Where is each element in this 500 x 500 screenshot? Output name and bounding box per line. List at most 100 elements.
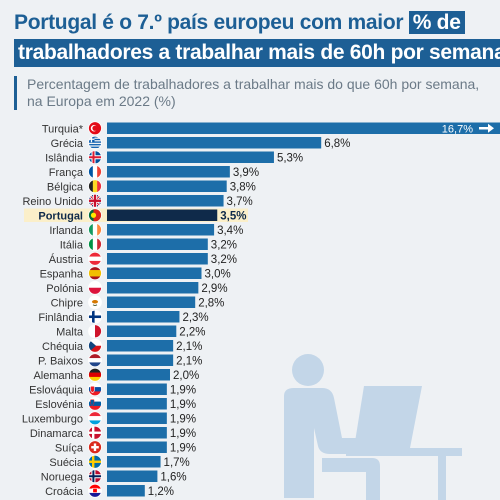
bar <box>107 296 196 308</box>
category-label: Irlanda <box>49 225 84 237</box>
flag-denmark-icon <box>88 426 102 440</box>
title-text: Portugal é o 7.º país europeu com maior <box>14 11 409 34</box>
flag-norway-icon <box>88 469 102 483</box>
flag-slovenia-icon <box>88 397 102 411</box>
flag-poland-icon <box>88 281 102 295</box>
flag-spain-icon <box>88 266 102 280</box>
data-label: 1,2% <box>148 486 174 498</box>
flag-iceland-icon <box>88 150 102 164</box>
bar <box>107 238 208 250</box>
bar <box>107 311 180 323</box>
flag-ireland-icon <box>88 223 102 237</box>
flag-cyprus-icon <box>88 295 102 309</box>
category-label: Dinamarca <box>30 428 84 440</box>
bar <box>107 441 167 453</box>
flag-uk-icon <box>88 194 102 208</box>
flag-finland-icon <box>88 310 102 324</box>
flag-germany-icon <box>88 368 102 382</box>
bar <box>107 209 218 221</box>
flag-switzerland-icon <box>88 440 102 454</box>
data-label: 3,9% <box>233 167 259 179</box>
category-label: Chipre <box>51 297 83 309</box>
data-label: 3,4% <box>217 225 243 237</box>
category-label: Bélgica <box>47 181 84 193</box>
flag-greece-icon <box>88 136 102 148</box>
data-label: 2,0% <box>173 370 199 382</box>
category-label: P. Baixos <box>38 355 84 367</box>
flag-croatia-icon <box>88 484 102 498</box>
data-label: 2,1% <box>176 341 202 353</box>
data-label: 1,6% <box>160 471 186 483</box>
title-highlight: % de <box>408 11 465 34</box>
bar <box>107 282 199 294</box>
category-label: Itália <box>60 239 84 251</box>
flag-austria-icon <box>88 252 102 266</box>
subtitle-line-1: Percentagem de trabalhadores a trabalhar… <box>27 76 480 92</box>
category-label: Portugal <box>38 210 83 222</box>
data-label: 3,2% <box>211 239 237 251</box>
category-label: Islândia <box>45 152 84 164</box>
category-label: Suécia <box>49 457 84 469</box>
title-line-1: Portugal é o 7.º país europeu com maior … <box>14 10 494 36</box>
data-label: 3,0% <box>205 268 231 280</box>
bar <box>107 151 274 163</box>
data-label: 1,7% <box>164 457 190 469</box>
category-label: Polónia <box>46 283 84 295</box>
chart-subtitle: Percentagem de trabalhadores a trabalhar… <box>14 76 497 110</box>
title-line-2: trabalhadores a trabalhar mais de 60h po… <box>14 39 500 67</box>
arrow-right-icon <box>479 123 494 133</box>
bar <box>107 340 174 352</box>
flag-luxembourg-icon <box>88 411 102 425</box>
flag-italy-icon <box>88 237 102 251</box>
category-label: Áustria <box>49 253 84 266</box>
data-label: 1,9% <box>170 413 196 425</box>
data-label: 2,1% <box>176 355 202 367</box>
bar <box>107 485 145 497</box>
bar <box>107 325 177 337</box>
data-label: 1,9% <box>170 399 196 411</box>
data-label: 2,9% <box>201 283 227 295</box>
bar <box>107 122 500 134</box>
category-label: Grécia <box>51 138 84 150</box>
flag-turkey-icon <box>88 121 102 135</box>
flag-belgium-icon <box>88 179 102 193</box>
data-label: 3,2% <box>211 254 237 266</box>
bar <box>107 383 167 395</box>
category-label: Finlândia <box>38 312 84 324</box>
flag-portugal-icon <box>88 208 102 222</box>
data-label: 1,9% <box>170 442 196 454</box>
data-label: 5,3% <box>277 152 303 164</box>
bar <box>107 470 158 482</box>
category-label: Malta <box>56 326 84 338</box>
bar <box>107 398 167 410</box>
data-label: 3,7% <box>227 196 253 208</box>
flag-malta-icon <box>88 324 102 338</box>
flag-sweden-icon <box>88 455 102 469</box>
chart-title: Portugal é o 7.º país europeu com maior … <box>14 10 500 67</box>
category-label: Chéquia <box>42 341 84 353</box>
bar <box>107 195 224 207</box>
category-label: Alemanha <box>33 370 83 382</box>
person-at-laptop-icon <box>284 354 462 500</box>
bar <box>107 412 167 424</box>
bar <box>107 267 202 279</box>
bar <box>107 166 230 178</box>
data-label: 2,8% <box>198 297 224 309</box>
flag-slovakia-icon <box>88 382 102 396</box>
data-label: 2,2% <box>179 326 205 338</box>
flag-netherlands-icon <box>88 353 102 367</box>
flag-czechia-icon <box>88 339 102 353</box>
data-label: 1,9% <box>170 384 196 396</box>
category-label: Reino Unido <box>22 196 83 208</box>
category-label: Eslováquia <box>29 384 84 396</box>
bar <box>107 427 167 439</box>
data-label: 3,5% <box>220 210 246 222</box>
data-label: 6,8% <box>324 138 350 150</box>
bar <box>107 456 161 468</box>
bar <box>107 369 170 381</box>
category-label: Noruega <box>41 471 84 483</box>
subtitle-line-2: na Europa em 2022 (%) <box>27 93 176 109</box>
data-label: 1,9% <box>170 428 196 440</box>
data-label: 3,8% <box>230 181 256 193</box>
data-label: 2,3% <box>182 312 208 324</box>
